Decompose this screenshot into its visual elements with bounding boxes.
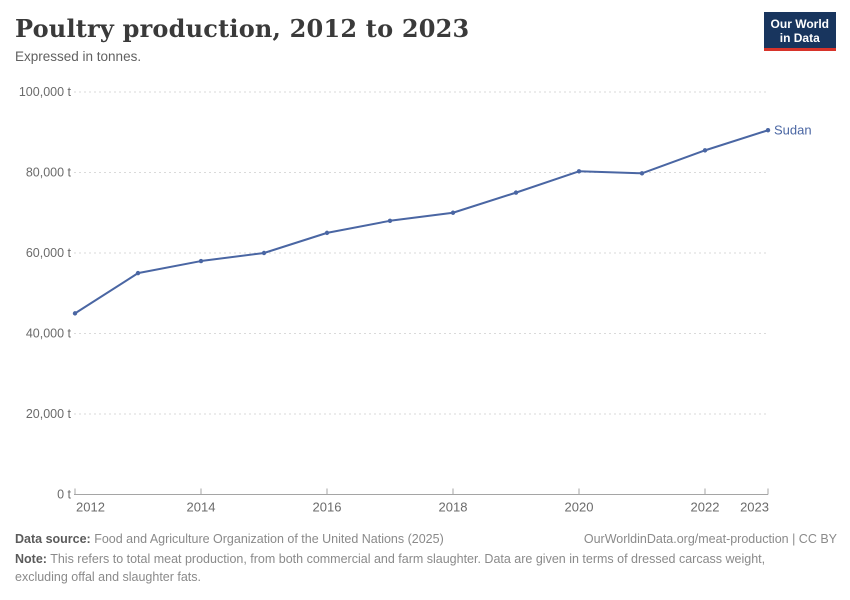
owid-logo-line2: in Data	[779, 31, 820, 45]
x-tick-label: 2020	[565, 500, 594, 515]
series-line	[74, 129, 769, 315]
data-source-line: Data source: Food and Agriculture Organi…	[15, 530, 444, 549]
chart-footer: Data source: Food and Agriculture Organi…	[15, 530, 837, 587]
x-tick-label: 2012	[76, 500, 105, 515]
chart-title: Poultry production, 2012 to 2023	[15, 14, 470, 43]
data-point	[765, 128, 771, 133]
data-source-label: Data source:	[15, 532, 91, 546]
y-tick-label: 100,000 t	[19, 85, 72, 99]
y-tick-label: 60,000 t	[26, 246, 72, 260]
data-point	[387, 218, 393, 223]
note-label: Note:	[15, 551, 47, 566]
data-point	[702, 148, 708, 153]
chart-header: Poultry production, 2012 to 2023 Express…	[15, 14, 755, 64]
y-tick-label: 40,000 t	[26, 327, 72, 341]
data-point	[450, 210, 456, 215]
data-source-text: Food and Agriculture Organization of the…	[94, 532, 444, 546]
data-point	[576, 169, 582, 174]
data-point	[198, 258, 204, 264]
x-tick-label: 2014	[187, 500, 216, 515]
note-text: This refers to total meat production, fr…	[15, 551, 766, 585]
y-tick-label: 20,000 t	[26, 407, 72, 421]
x-tick-label: 2018	[439, 500, 468, 515]
x-tick-label: 2023	[740, 500, 769, 515]
chart-subtitle: Expressed in tonnes.	[15, 49, 142, 64]
owid-logo: Our World in Data	[763, 12, 836, 51]
data-point	[72, 311, 78, 316]
data-point	[261, 250, 267, 256]
data-point	[324, 230, 330, 236]
entity-label: Sudan	[774, 123, 812, 138]
owid-link-text: OurWorldinData.org/meat-production | CC …	[583, 532, 837, 546]
data-point	[639, 171, 645, 176]
y-tick-label: 80,000 t	[26, 166, 72, 180]
x-tick-label: 2022	[691, 500, 720, 515]
data-point	[513, 190, 519, 195]
data-point	[135, 270, 141, 276]
y-tick-label: 0 t	[57, 488, 71, 502]
owid-logo-line1: Our World	[770, 17, 829, 31]
x-tick-label: 2016	[313, 500, 342, 515]
